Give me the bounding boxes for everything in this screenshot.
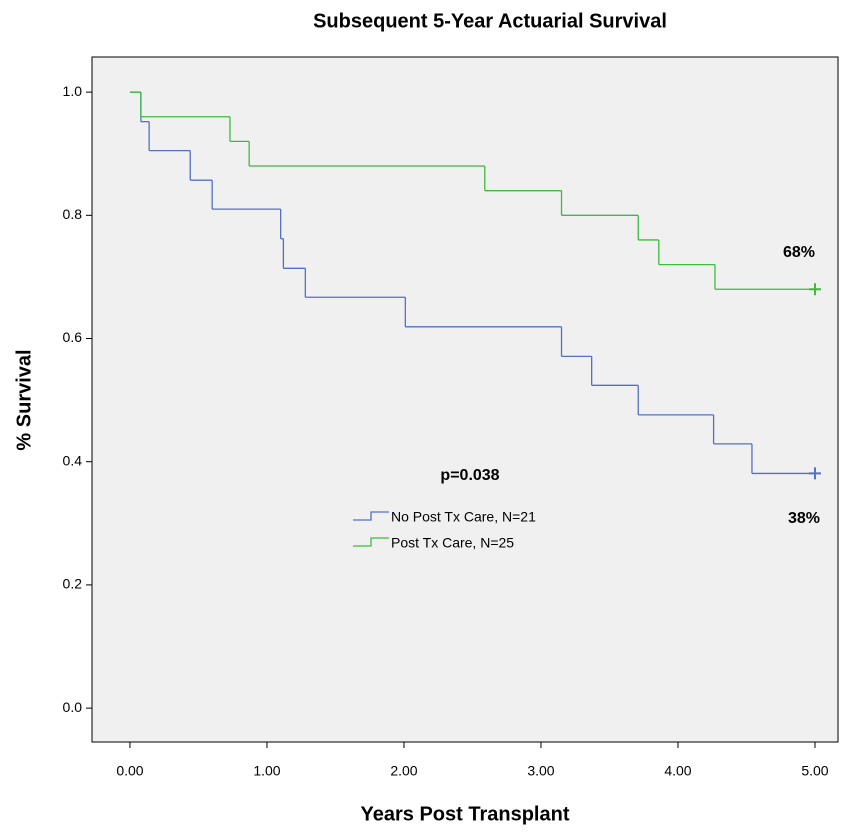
annotation: 68% [783, 244, 815, 261]
y-tick-label: 0.0 [63, 699, 83, 715]
x-tick-label: 2.00 [390, 763, 417, 779]
y-tick-label: 0.4 [63, 452, 83, 468]
legend-label: Post Tx Care, N=25 [391, 535, 514, 551]
y-axis-label: % Survival [13, 349, 35, 450]
chart-title: Subsequent 5-Year Actuarial Survival [313, 10, 667, 32]
legend-label: No Post Tx Care, N=21 [391, 509, 536, 525]
x-tick-label: 5.00 [801, 763, 828, 779]
y-tick-label: 0.8 [63, 206, 83, 222]
legend-swatch [353, 537, 389, 547]
x-tick-label: 3.00 [527, 763, 554, 779]
legend-swatch [353, 511, 389, 521]
y-tick-label: 0.6 [63, 329, 83, 345]
annotation: 38% [788, 510, 820, 527]
censor-mark [808, 283, 821, 296]
x-tick-label: 1.00 [253, 763, 280, 779]
x-axis-label: Years Post Transplant [361, 803, 570, 825]
y-tick-label: 1.0 [63, 83, 83, 99]
y-tick-label: 0.2 [63, 576, 83, 592]
annotation: p=0.038 [440, 467, 499, 484]
x-tick-label: 4.00 [664, 763, 691, 779]
censor-mark [808, 467, 821, 480]
plot-area [91, 56, 839, 743]
x-tick-label: 0.00 [116, 763, 143, 779]
